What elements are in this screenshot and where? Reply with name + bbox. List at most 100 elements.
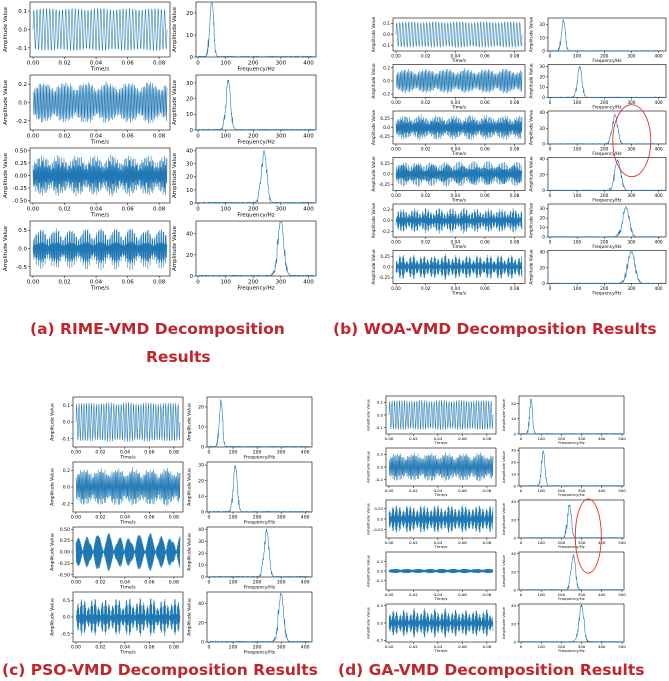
freq-xtick-label: 200 [253,450,262,456]
time-xlabel: Time/s [119,650,136,656]
time-xtick-label: 0.04 [434,592,443,597]
freq-xtick-label: 0 [549,146,552,152]
freq-ytick-label: 40 [186,149,193,155]
time-xtick-label: 0.06 [480,53,490,59]
freq-xtick-label: 300 [276,134,287,140]
freq-xtick-label: 300 [578,644,586,649]
freq-ytick-label: 20 [198,551,204,557]
freq-ytick-label: 30 [540,64,546,70]
freq-xtick-label: 200 [248,207,259,213]
time-ytick-label: 0.0 [63,485,70,491]
freq-ylabel: Amplitude Value [529,63,535,99]
time-ylabel: Amplitude Value [3,225,9,271]
freq-ytick-label: 20 [511,621,516,626]
time-xtick-label: 0.00 [391,286,401,292]
time-ytick-label: 0.5 [63,598,70,604]
time-signal-line [75,533,181,571]
freq-axes-frame [195,220,317,277]
time-xtick-label: 0.04 [120,645,130,651]
caption-c: (c) PSO-VMD Decomposition Results [2,661,318,679]
time-signal-line [75,467,181,506]
freq-xtick-label: 300 [627,286,635,292]
time-ylabel: Amplitude Value [366,450,371,482]
freq-axes-frame [195,74,317,131]
freq-ytick-label: 10 [198,563,204,569]
time-xlabel: Time/s [451,151,467,157]
freq-xtick-label: 300 [578,540,586,545]
freq-xtick-label: 400 [303,280,314,286]
time-xtick-label: 0.02 [95,450,105,456]
time-ylabel: Amplitude Value [366,398,371,430]
freq-ytick-label: 40 [540,157,546,163]
time-xtick-label: 0.06 [144,580,154,586]
freq-ytick-label: 0 [514,483,517,488]
time-xlabel: Time/s [119,585,136,591]
freq-xtick-label: 100 [229,645,238,651]
time-ytick-label: 0.0 [383,79,390,85]
red-ellipse-annotation [612,104,652,178]
time-ytick-label: 0.00 [15,173,28,179]
time-ytick-label: 0.5 [18,228,27,234]
freq-ylabel: Amplitude Value [501,450,506,482]
time-xtick-label: 0.06 [458,644,467,649]
freq-xtick-label: 200 [253,515,262,521]
freq-xlabel: Frequency/Hz [237,286,274,292]
freq-xtick-label: 300 [277,645,286,651]
time-ytick-label: 0.25 [374,506,383,511]
time-signal-line [32,154,168,197]
freq-ylabel: Amplitude Value [186,403,192,441]
freq-ytick-label: 0 [190,55,194,61]
time-xtick-label: 0.08 [483,644,492,649]
freq-xtick-label: 0 [196,61,200,67]
time-ylabel: Amplitude Value [50,598,56,636]
freq-xtick-label: 500 [618,436,626,441]
time-xtick-label: 0.00 [391,53,401,59]
freq-xtick-label: 300 [627,146,635,152]
time-xtick-label: 0.08 [483,488,492,493]
freq-ylabel: Amplitude Value [172,79,178,125]
freq-xtick-label: 300 [578,488,586,493]
time-xtick-label: 0.04 [90,61,103,67]
time-xtick-label: 0.04 [434,644,443,649]
freq-axes-frame [518,603,625,643]
freq-ytick-label: 10 [198,494,204,500]
freq-xtick-label: 400 [598,540,606,545]
time-xtick-label: 0.08 [153,280,166,286]
freq-xtick-label: 200 [600,239,608,245]
freq-xtick-label: 200 [600,53,608,59]
freq-xtick-label: 300 [276,280,287,286]
time-signal-line [388,608,494,639]
time-ytick-label: 0.25 [380,116,390,122]
freq-xtick-label: 100 [573,100,581,106]
time-xtick-label: 0.02 [409,644,418,649]
freq-ytick-label: 40 [540,250,546,256]
time-xlabel: Time/s [434,596,448,601]
freq-xtick-label: 400 [654,193,662,199]
time-xtick-label: 0.00 [71,580,81,586]
chart-c: -0.10.00.10.00 0.02 0.04 0.06 0.08Time/sAmpl… [50,396,313,656]
freq-xlabel: Frequency/Hz [592,151,622,157]
freq-xlabel: Frequency/Hz [592,198,622,204]
freq-ytick-label: 20 [511,460,516,465]
freq-axes-frame [547,157,667,191]
time-ytick-label: -0.50 [58,572,70,578]
time-ylabel: Amplitude Value [371,110,377,146]
freq-xlabel: Frequency/Hz [237,140,274,146]
time-ytick-label: 0.50 [60,527,70,533]
freq-ylabel: Amplitude Value [501,398,506,430]
freq-xlabel: Frequency/Hz [592,291,622,297]
time-ytick-label: -0.25 [379,134,390,140]
freq-ytick-label: 40 [186,232,193,238]
time-xtick-label: 0.06 [458,540,467,545]
freq-spectrum-line [520,398,623,435]
freq-xtick-label: 400 [301,515,310,521]
time-ytick-label: 0.0 [377,620,384,625]
freq-axes-frame [195,1,317,58]
freq-ytick-label: 20 [186,11,193,17]
time-xlabel: Time/s [90,286,109,292]
freq-spectrum-line [549,159,665,191]
time-xtick-label: 0.00 [391,193,401,199]
time-xtick-label: 0.08 [153,134,166,140]
freq-xtick-label: 100 [537,436,545,441]
chart-a: -0.10.00.10.00 0.02 0.04 0.06 0.08Time/sAmpl… [3,1,317,292]
